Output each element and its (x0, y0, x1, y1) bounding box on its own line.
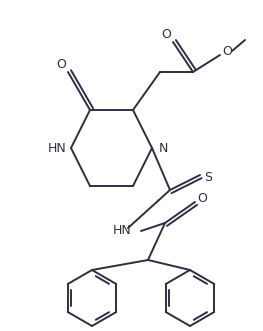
Text: HN: HN (113, 224, 132, 238)
Text: O: O (197, 192, 207, 205)
Text: O: O (56, 58, 66, 71)
Text: S: S (204, 170, 212, 183)
Text: HN: HN (48, 141, 66, 155)
Text: N: N (158, 141, 168, 155)
Text: O: O (222, 44, 232, 58)
Text: O: O (161, 27, 171, 40)
